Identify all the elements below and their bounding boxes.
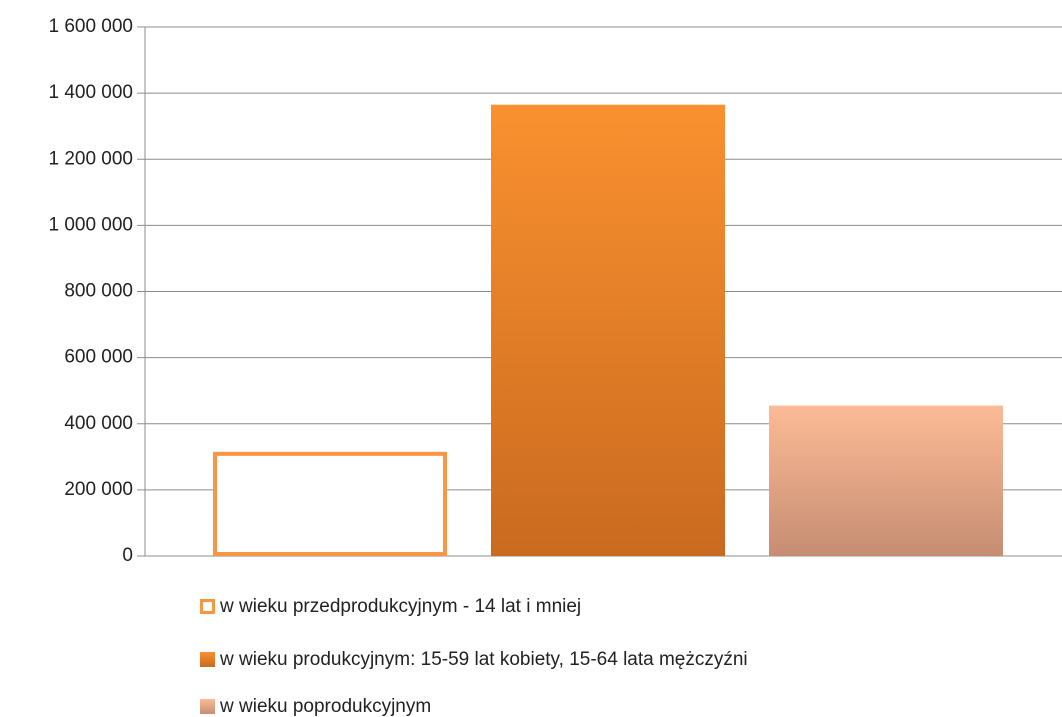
y-tick-label: 400 000 — [64, 413, 133, 434]
legend-label: w wieku poprodukcyjnym — [219, 696, 431, 717]
bar — [491, 104, 725, 557]
y-tick-label: 200 000 — [64, 479, 133, 500]
y-tick-label: 600 000 — [64, 347, 133, 368]
y-tick-label: 1 600 000 — [48, 16, 133, 37]
legend-swatch — [200, 699, 215, 714]
y-tick-label: 800 000 — [64, 281, 133, 302]
legend-swatch — [200, 652, 215, 667]
bar — [213, 451, 447, 556]
legend-swatch — [200, 599, 215, 614]
legend-label: w wieku produkcyjnym: 15-59 lat kobiety,… — [219, 649, 748, 670]
y-tick-label: 0 — [122, 545, 133, 566]
y-tick-label: 1 200 000 — [48, 148, 133, 169]
y-tick-label: 1 000 000 — [48, 214, 133, 235]
bar — [769, 405, 1003, 556]
y-tick-label: 1 400 000 — [48, 82, 133, 103]
legend-label: w wieku przedprodukcyjnym - 14 lat i mni… — [219, 596, 581, 617]
